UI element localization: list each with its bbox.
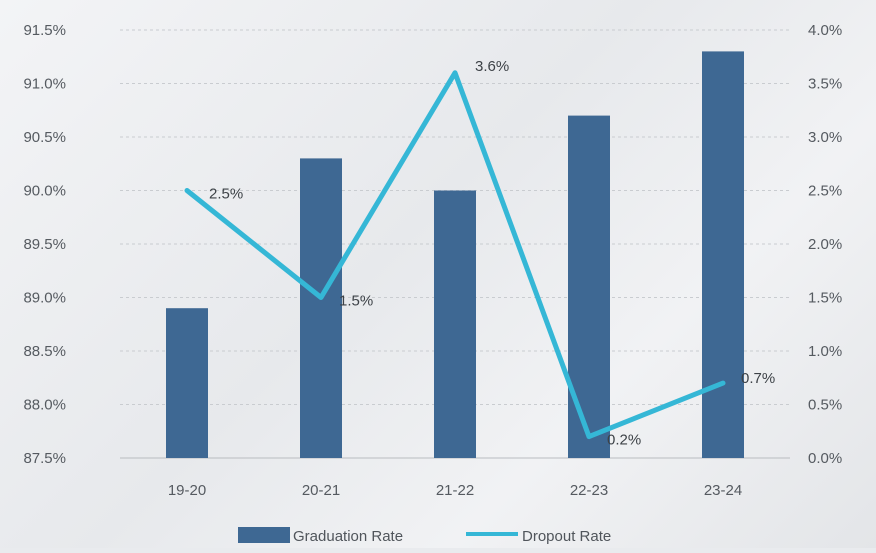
category-label: 22-23 bbox=[570, 482, 608, 499]
category-label: 20-21 bbox=[302, 482, 340, 499]
graduation-rate-bar bbox=[300, 158, 342, 458]
graduation-rate-bar bbox=[434, 190, 476, 458]
left-axis-tick-label: 89.0% bbox=[23, 290, 66, 307]
left-axis-tick-label: 90.0% bbox=[23, 183, 66, 200]
dropout-data-label: 2.5% bbox=[209, 186, 243, 203]
dropout-data-label: 3.6% bbox=[475, 58, 509, 75]
left-axis-tick-label: 91.5% bbox=[23, 22, 66, 39]
dropout-data-label: 0.2% bbox=[607, 432, 641, 449]
category-labels: 19-20 20-21 21-22 22-23 23-24 bbox=[168, 482, 742, 499]
right-axis-tick-label: 3.5% bbox=[808, 76, 842, 93]
left-axis-tick-label: 88.5% bbox=[23, 343, 66, 360]
right-axis-tick-label: 3.0% bbox=[808, 129, 842, 146]
right-axis-tick-label: 0.0% bbox=[808, 450, 842, 467]
dropout-data-label: 0.7% bbox=[741, 370, 775, 387]
legend-label-graduation: Graduation Rate bbox=[293, 528, 403, 545]
legend-swatch-graduation bbox=[238, 527, 290, 543]
left-axis-tick-label: 87.5% bbox=[23, 450, 66, 467]
category-label: 21-22 bbox=[436, 482, 474, 499]
left-axis-tick-label: 91.0% bbox=[23, 76, 66, 93]
dropout-line bbox=[184, 70, 726, 440]
left-axis-tick-label: 90.5% bbox=[23, 129, 66, 146]
graduation-rate-bar bbox=[702, 51, 744, 459]
graduation-rate-bar bbox=[166, 308, 208, 458]
category-label: 23-24 bbox=[704, 482, 742, 499]
legend-label-dropout: Dropout Rate bbox=[522, 528, 611, 545]
dropout-rate-line bbox=[184, 70, 726, 440]
legend: Graduation Rate Dropout Rate bbox=[238, 527, 611, 545]
left-axis-tick-label: 89.5% bbox=[23, 236, 66, 253]
right-axis-tick-label: 1.5% bbox=[808, 290, 842, 307]
right-axis-tick-label: 0.5% bbox=[808, 397, 842, 414]
right-axis-tick-label: 2.5% bbox=[808, 183, 842, 200]
category-label: 19-20 bbox=[168, 482, 206, 499]
right-axis-ticks: 0.0% 0.5% 1.0% 1.5% 2.0% 2.5% 3.0% 3.5% 4.0% bbox=[808, 22, 842, 467]
left-axis-ticks: 87.5% 88.0% 88.5% 89.0% 89.5% 90.0% 90.5% 91.0%… bbox=[23, 22, 66, 467]
right-axis-tick-label: 1.0% bbox=[808, 343, 842, 360]
bars bbox=[166, 51, 744, 459]
left-axis-tick-label: 88.0% bbox=[23, 397, 66, 414]
right-axis-tick-label: 2.0% bbox=[808, 236, 842, 253]
right-axis-tick-label: 4.0% bbox=[808, 22, 842, 39]
dropout-data-labels: 2.5% 1.5% 3.6% 0.2% 0.7% bbox=[209, 58, 775, 449]
dropout-data-label: 1.5% bbox=[339, 293, 373, 310]
graduation-rate-bar bbox=[568, 115, 610, 458]
